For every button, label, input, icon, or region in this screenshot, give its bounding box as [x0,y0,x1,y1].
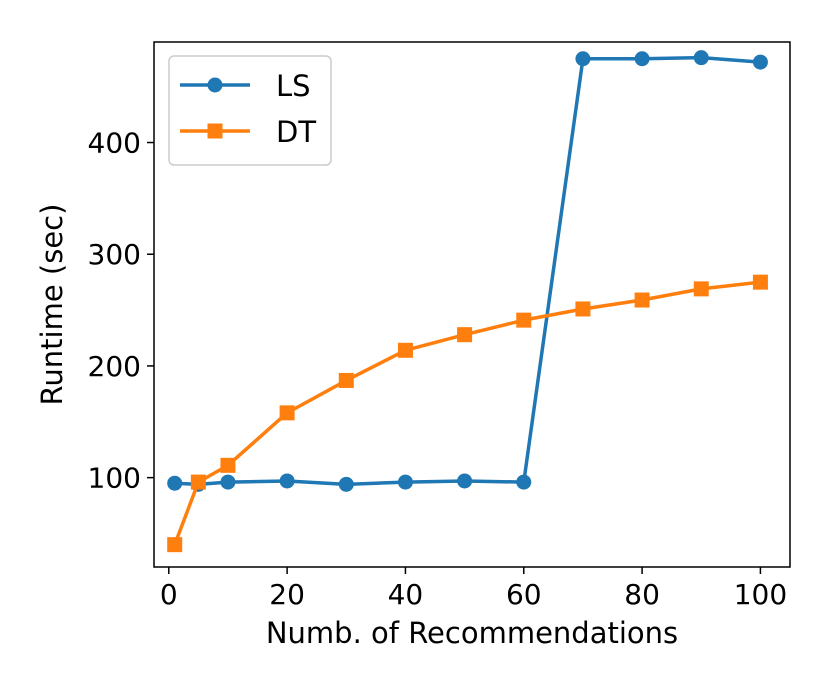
data-point-ls [575,51,591,67]
legend-label-ls: LS [276,69,311,103]
data-point-ls [634,51,650,67]
data-point-dt [279,405,295,421]
x-tick-label: 60 [506,578,542,611]
data-point-ls [397,474,413,490]
data-point-ls [457,473,473,489]
x-tick-label: 40 [388,578,424,611]
legend: LS DT [168,55,332,166]
data-point-dt [634,292,650,308]
x-tick-label: 20 [269,578,305,611]
y-tick-label: 100 [88,462,141,495]
data-point-dt [575,301,591,317]
data-point-dt [516,312,532,328]
series-line-dt [173,280,761,546]
x-tick-label: 100 [734,578,787,611]
data-point-dt [457,327,473,343]
y-tick-label: 200 [88,350,141,383]
data-point-ls [752,54,768,70]
data-point-ls [220,474,236,490]
data-point-ls [338,476,354,492]
series-dt [167,274,768,553]
data-point-ls [279,473,295,489]
axis-ticks: 0 20 40 60 80 100 100 200 300 400 [88,127,788,611]
data-point-dt [220,457,236,473]
x-tick-label: 0 [160,578,178,611]
legend-label-dt: DT [276,115,316,149]
x-tick-label: 80 [624,578,660,611]
y-tick-label: 400 [88,127,141,160]
data-point-dt [190,474,206,490]
data-point-dt [693,281,709,297]
y-axis-label: Runtime (sec) [35,204,69,406]
data-point-dt [752,274,768,290]
data-point-dt [167,537,183,553]
data-point-ls [693,50,709,66]
chart-series [167,50,768,553]
plot-area-frame [153,41,791,568]
data-point-ls [167,475,183,491]
data-point-dt [397,342,413,358]
y-tick-label: 300 [88,238,141,271]
legend-marker-dt [207,123,223,139]
data-point-dt [338,372,354,388]
data-point-ls [516,474,532,490]
x-axis-label: Numb. of Recommendations [266,616,678,650]
legend-marker-ls [207,77,223,93]
